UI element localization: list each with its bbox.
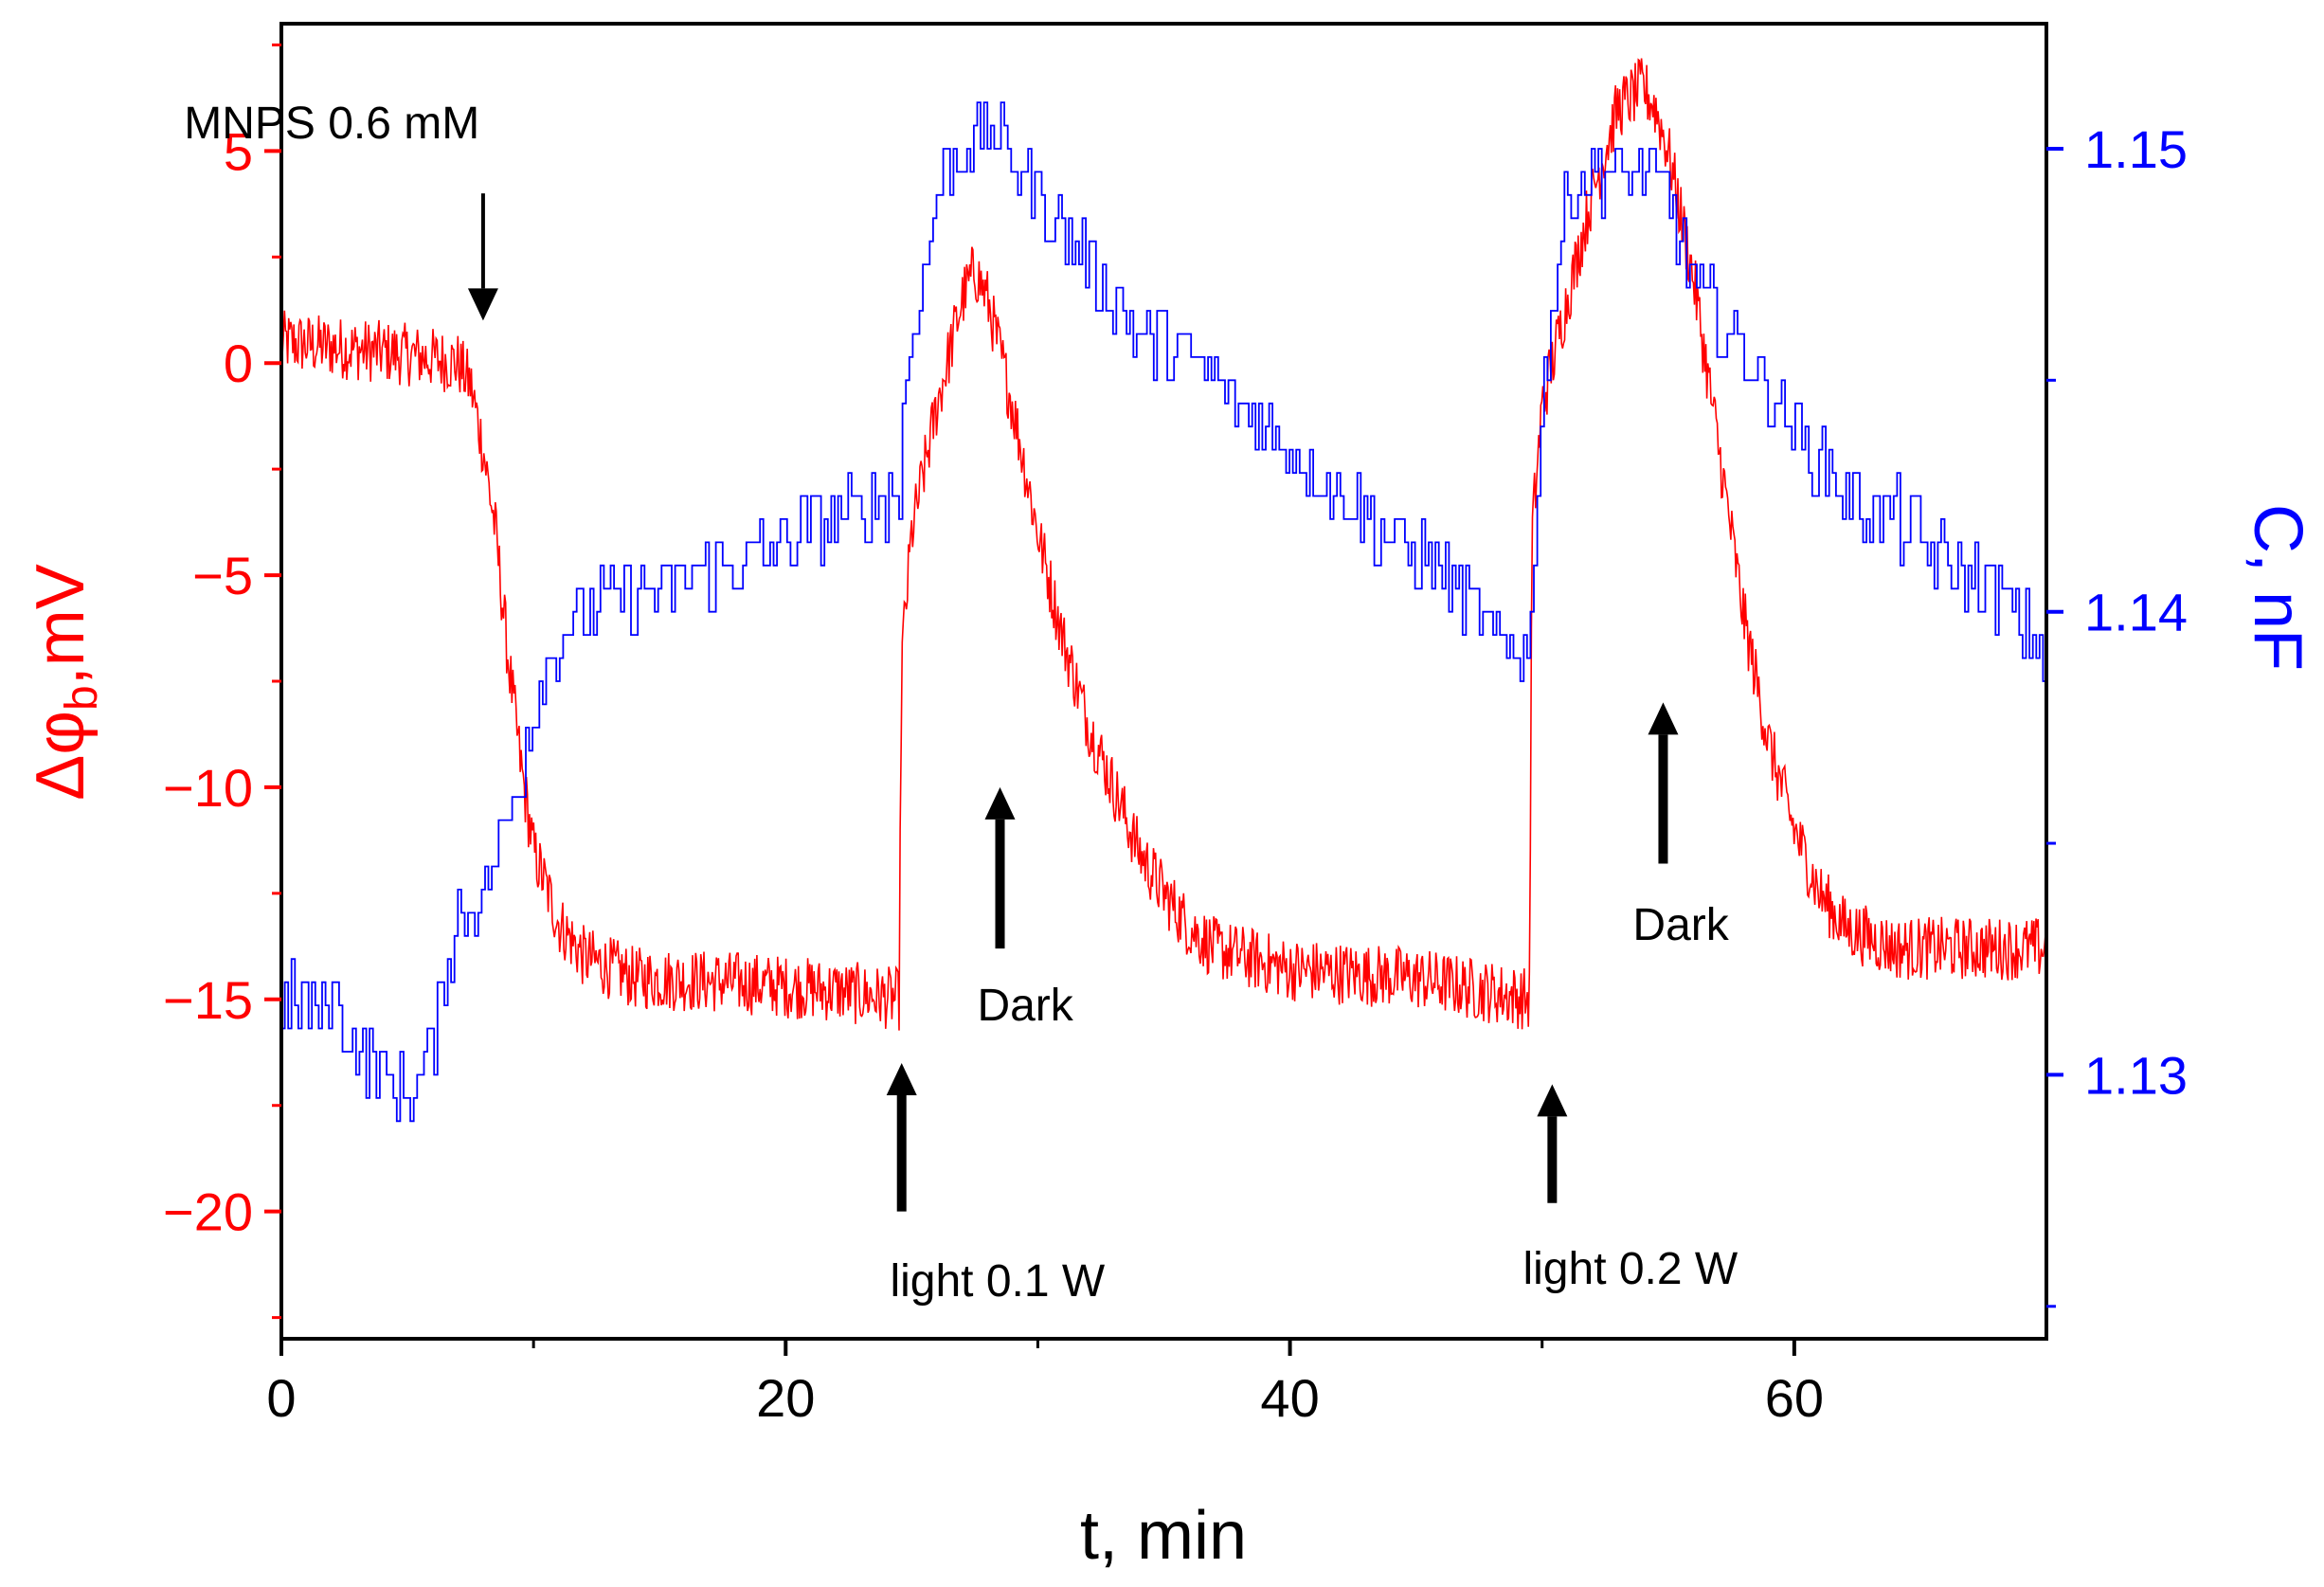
y-axis-left: 5 0 −5 −10 −15 −20 xyxy=(163,43,281,1320)
series-capacitance-line xyxy=(281,101,2046,1123)
y-right-tick-label: 1.14 xyxy=(2084,583,2188,642)
y-axis-left-title-sub: b xyxy=(57,685,107,711)
y-axis-left-title: Δφb,mV xyxy=(23,564,107,801)
y-axis-right-title: C, nF xyxy=(2240,504,2315,671)
x-tick-label: 40 xyxy=(1260,1368,1319,1428)
annotation-label: light 0.1 W xyxy=(890,1256,1105,1307)
annotation-label: Dark xyxy=(977,981,1073,1031)
x-tick-label: 0 xyxy=(266,1368,296,1428)
y-axis-left-title-main: Δφ xyxy=(23,711,99,801)
series-layer xyxy=(281,58,2046,1123)
y-axis-right: 1.15 1.14 1.13 xyxy=(2046,119,2188,1308)
series-potential-line xyxy=(281,58,2046,1031)
x-axis-title: t, min xyxy=(1080,1498,1247,1574)
annotation-label: light 0.2 W xyxy=(1522,1244,1738,1294)
y-right-tick-label: 1.13 xyxy=(2084,1045,2188,1105)
y-left-tick-label: −15 xyxy=(163,970,253,1030)
y-left-tick-label: 5 xyxy=(224,121,253,181)
annotation-arrow-head xyxy=(886,1062,917,1095)
y-left-tick-label: −10 xyxy=(163,758,253,818)
annotation-label: Dark xyxy=(1632,900,1729,950)
annotation-arrow-head xyxy=(984,786,1016,820)
y-left-tick-label: −20 xyxy=(163,1182,253,1242)
y-left-tick-label: −5 xyxy=(192,546,253,605)
y-left-tick-label: 0 xyxy=(224,334,253,393)
y-right-tick-label: 1.15 xyxy=(2084,119,2188,179)
x-tick-label: 20 xyxy=(756,1368,815,1428)
x-axis: 0 20 40 60 xyxy=(266,1339,1824,1428)
annotation-arrow-head xyxy=(1537,1084,1568,1117)
x-tick-label: 60 xyxy=(1765,1368,1824,1428)
annotation-arrow-head xyxy=(1648,702,1679,735)
annotation-arrow-head xyxy=(467,288,498,321)
annotations: MNPS 0.6 mM light 0.1 W Dark light 0.2 W Dar… xyxy=(184,99,1738,1307)
annotation-label: MNPS 0.6 mM xyxy=(184,99,479,149)
y-axis-left-title-unit: ,mV xyxy=(23,564,99,685)
